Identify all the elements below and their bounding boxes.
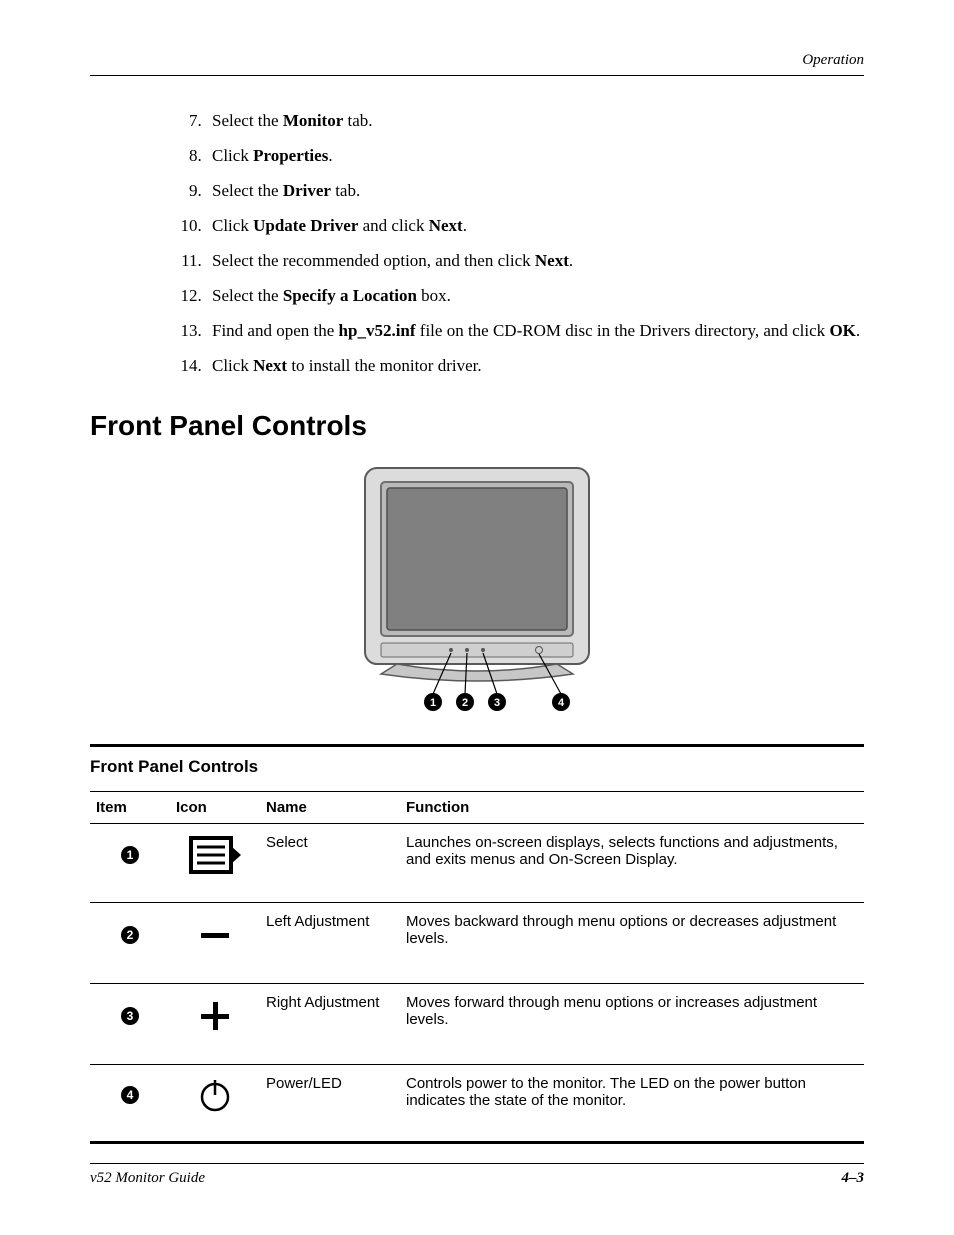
page-header: Operation: [90, 52, 864, 76]
row-name: Left Adjustment: [260, 902, 400, 983]
row-item-number: 1: [90, 823, 170, 902]
table-title: Front Panel Controls: [90, 744, 864, 791]
row-item-number: 2: [90, 902, 170, 983]
instruction-steps: Select the Monitor tab. Click Properties.…: [90, 110, 864, 378]
page-footer: v52 Monitor Guide 4–3: [90, 1163, 864, 1187]
col-header-name: Name: [260, 791, 400, 823]
monitor-figure: 1 2 3 4: [90, 460, 864, 720]
row-function: Launches on-screen displays, selects fun…: [400, 823, 864, 902]
row-name: Right Adjustment: [260, 983, 400, 1064]
footer-page-number: 4–3: [842, 1170, 865, 1187]
row-icon plus-icon: [170, 983, 260, 1064]
step-item: Click Next to install the monitor driver…: [206, 355, 864, 378]
col-header-icon: Icon: [170, 791, 260, 823]
controls-table: Item Icon Name Function 1 SelectLaunches…: [90, 791, 864, 1144]
step-item: Select the recommended option, and then …: [206, 250, 864, 273]
svg-text:4: 4: [558, 697, 565, 709]
row-item-number: 3: [90, 983, 170, 1064]
step-item: Select the Monitor tab.: [206, 110, 864, 133]
monitor-illustration-icon: 1 2 3 4: [347, 460, 607, 720]
svg-text:1: 1: [430, 697, 436, 709]
row-item-number: 4: [90, 1064, 170, 1142]
row-icon minus-icon: [170, 902, 260, 983]
table-header-row: Item Icon Name Function: [90, 791, 864, 823]
header-section-name: Operation: [90, 52, 864, 69]
step-item: Select the Driver tab.: [206, 180, 864, 203]
row-function: Moves backward through menu options or d…: [400, 902, 864, 983]
step-item: Click Properties.: [206, 145, 864, 168]
step-item: Click Update Driver and click Next.: [206, 215, 864, 238]
table-row: 1 SelectLaunches on-screen displays, sel…: [90, 823, 864, 902]
col-header-function: Function: [400, 791, 864, 823]
table-row: 3 Right AdjustmentMoves forward through …: [90, 983, 864, 1064]
row-function: Controls power to the monitor. The LED o…: [400, 1064, 864, 1142]
step-item: Find and open the hp_v52.inf file on the…: [206, 320, 864, 343]
row-icon power-icon: [170, 1064, 260, 1142]
row-name: Select: [260, 823, 400, 902]
svg-text:3: 3: [494, 697, 500, 709]
row-name: Power/LED: [260, 1064, 400, 1142]
col-header-item: Item: [90, 791, 170, 823]
step-item: Select the Specify a Location box.: [206, 285, 864, 308]
table-row: 4 Power/LEDControls power to the monitor…: [90, 1064, 864, 1142]
section-heading: Front Panel Controls: [90, 410, 864, 442]
footer-guide-name: v52 Monitor Guide: [90, 1170, 205, 1187]
table-row: 2 Left AdjustmentMoves backward through …: [90, 902, 864, 983]
svg-text:2: 2: [462, 697, 468, 709]
row-icon select-icon: [170, 823, 260, 902]
row-function: Moves forward through menu options or in…: [400, 983, 864, 1064]
